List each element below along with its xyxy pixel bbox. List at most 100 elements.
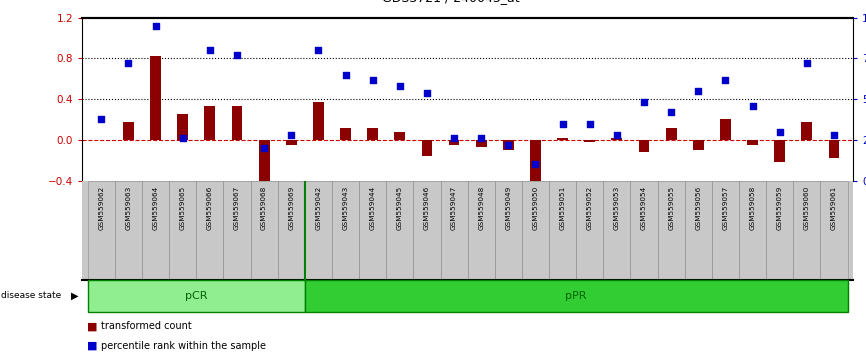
Text: GSM559043: GSM559043 [343, 185, 348, 230]
Bar [204, 106, 216, 140]
Text: GSM559050: GSM559050 [533, 185, 539, 230]
Text: GSM559066: GSM559066 [207, 185, 213, 230]
Point [475, 135, 488, 141]
Text: GSM559053: GSM559053 [614, 185, 620, 230]
Text: GSM559048: GSM559048 [478, 185, 484, 230]
Bar [638, 140, 650, 152]
Bar [332, 181, 359, 280]
Point [610, 132, 624, 138]
Bar [87, 280, 305, 312]
Point [121, 61, 135, 66]
Text: disease state: disease state [1, 291, 61, 300]
Bar [394, 132, 405, 140]
Text: GSM559064: GSM559064 [152, 185, 158, 230]
Bar [150, 56, 161, 140]
Point [691, 88, 705, 94]
Bar [793, 181, 820, 280]
Bar [557, 138, 568, 140]
Bar [422, 140, 432, 156]
Text: GSM559056: GSM559056 [695, 185, 701, 230]
Text: GDS3721 / 240043_at: GDS3721 / 240043_at [382, 0, 519, 4]
Bar [367, 127, 378, 140]
Point [257, 145, 271, 151]
Bar [739, 181, 766, 280]
Bar [386, 181, 413, 280]
Point [94, 116, 108, 121]
Text: GSM559047: GSM559047 [451, 185, 457, 230]
Point [664, 109, 678, 115]
Bar [468, 181, 494, 280]
Point [420, 90, 434, 96]
Bar [747, 140, 758, 145]
Bar [115, 181, 142, 280]
Text: transformed count: transformed count [101, 321, 192, 331]
Text: percentile rank within the sample: percentile rank within the sample [101, 341, 267, 350]
Bar [197, 181, 223, 280]
Bar [604, 181, 630, 280]
Point [312, 47, 326, 53]
Point [528, 161, 542, 167]
Text: GSM559044: GSM559044 [370, 185, 376, 230]
Point [719, 77, 733, 82]
Text: GSM559057: GSM559057 [722, 185, 728, 230]
Point [556, 121, 570, 126]
Text: ▶: ▶ [71, 291, 79, 301]
Text: GSM559069: GSM559069 [288, 185, 294, 230]
Bar [820, 181, 848, 280]
Bar [766, 181, 793, 280]
Bar [223, 181, 250, 280]
Text: GSM559045: GSM559045 [397, 185, 403, 230]
Bar [305, 181, 332, 280]
Bar [359, 181, 386, 280]
Text: GSM559061: GSM559061 [831, 185, 837, 230]
Bar [829, 140, 839, 158]
Point [284, 132, 298, 138]
Bar [313, 102, 324, 140]
Point [339, 72, 352, 78]
Bar [475, 140, 487, 147]
Point [365, 77, 379, 82]
Text: GSM559052: GSM559052 [587, 185, 592, 230]
Bar [278, 181, 305, 280]
Bar [693, 140, 704, 150]
Text: GSM559059: GSM559059 [777, 185, 783, 230]
Bar [801, 121, 812, 140]
Bar [576, 181, 604, 280]
Bar [720, 119, 731, 140]
Bar [657, 181, 685, 280]
Text: ■: ■ [87, 341, 97, 350]
Bar [630, 181, 657, 280]
Text: ■: ■ [87, 321, 97, 331]
Point [583, 121, 597, 126]
Bar [503, 140, 514, 150]
Bar [286, 140, 297, 145]
Bar [142, 181, 169, 280]
Text: GSM559068: GSM559068 [262, 185, 267, 230]
Point [447, 135, 461, 141]
Text: GSM559046: GSM559046 [424, 185, 430, 230]
Point [772, 129, 786, 135]
Bar [666, 127, 676, 140]
Bar [305, 280, 848, 312]
Text: GSM559054: GSM559054 [641, 185, 647, 230]
Bar [178, 114, 188, 140]
Point [827, 132, 841, 138]
Bar [413, 181, 441, 280]
Text: pPR: pPR [565, 291, 587, 301]
Bar [259, 140, 269, 183]
Text: GSM559049: GSM559049 [506, 185, 511, 230]
Text: GSM559060: GSM559060 [804, 185, 810, 230]
Text: pCR: pCR [185, 291, 208, 301]
Bar [340, 127, 351, 140]
Bar [585, 140, 595, 142]
Bar [441, 181, 468, 280]
Bar [530, 140, 541, 189]
Bar [549, 181, 576, 280]
Point [637, 99, 651, 105]
Bar [449, 140, 460, 145]
Bar [123, 121, 134, 140]
Point [230, 52, 244, 58]
Point [800, 61, 814, 66]
Bar [774, 140, 785, 162]
Text: GSM559051: GSM559051 [559, 185, 565, 230]
